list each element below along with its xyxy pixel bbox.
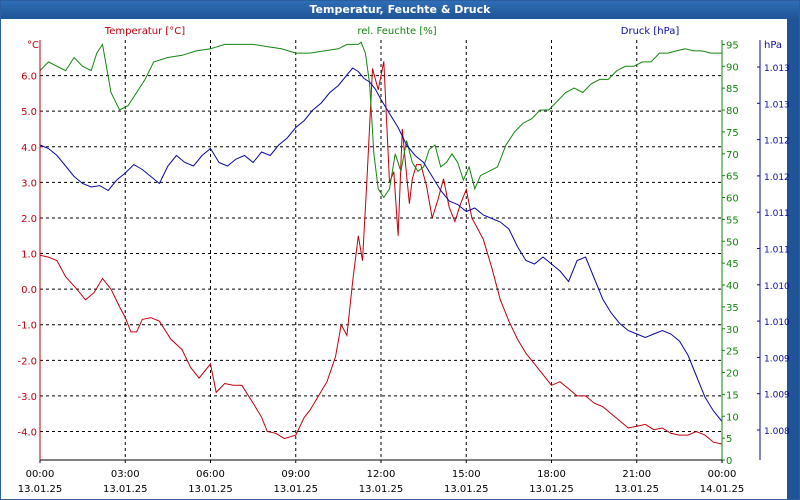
x-tick-date-label: 14.01.25 (700, 484, 745, 495)
humidity-tick-label: 45 (726, 259, 739, 270)
x-tick-date-label: 13.01.25 (18, 484, 63, 495)
pressure-tick-label: 1.012 (764, 173, 790, 183)
temperature-tick-label: 4.0 (21, 143, 37, 154)
pressure-tick-label: 1.011 (764, 209, 790, 219)
x-tick-date-label: 13.01.25 (273, 484, 318, 495)
x-tick-date-label: 13.01.25 (359, 484, 404, 495)
temperature-tick-label: -2.0 (17, 356, 37, 367)
x-tick-time-label: 00:00 (708, 469, 737, 480)
humidity-tick-label: 5 (726, 434, 732, 445)
humidity-tick-label: 35 (726, 303, 739, 314)
legend-temperature: Temperatur [°C] (104, 26, 185, 37)
temperature-tick-label: -1.0 (17, 321, 37, 332)
labels: 6.0 5.0 4.0 3.0 2.0 1.0 0.0 -1.0 -2.0 -3.0 -4.0 °C 9… (17, 26, 790, 495)
pressure-tick-label: 1.010 (764, 318, 790, 328)
humidity-tick-label: 10 (726, 412, 739, 423)
humidity-tick-label: 85 (726, 84, 739, 95)
humidity-tick-label: 75 (726, 128, 739, 139)
grid (40, 40, 723, 460)
x-tick-time-label: 00:00 (26, 469, 55, 480)
x-tick-time-label: 18:00 (537, 469, 566, 480)
pressure-series-line (39, 67, 723, 422)
temperature-unit-label: °C (27, 40, 39, 51)
humidity-tick-label: 95 (726, 40, 739, 51)
temperature-tick-label: 0.0 (21, 285, 37, 296)
x-tick-time-label: 12:00 (367, 469, 396, 480)
humidity-tick-label: 40 (726, 281, 739, 292)
window-right-frame (787, 19, 799, 499)
series-lines (39, 41, 723, 445)
temperature-tick-label: -3.0 (17, 392, 37, 403)
pressure-tick-label: 1.013 (764, 64, 790, 74)
humidity-tick-label: 30 (726, 325, 739, 336)
x-tick-time-label: 06:00 (196, 469, 225, 480)
x-tick-time-label: 03:00 (111, 469, 140, 480)
temperature-tick-label: 3.0 (21, 178, 37, 189)
x-tick-date-label: 13.01.25 (188, 484, 233, 495)
humidity-tick-label: 20 (726, 369, 739, 380)
x-tick-time-label: 21:00 (622, 469, 651, 480)
x-tick-date-label: 13.01.25 (444, 484, 489, 495)
humidity-tick-label: 65 (726, 172, 739, 183)
humidity-tick-label: 70 (726, 150, 739, 161)
humidity-tick-label: 60 (726, 194, 739, 205)
x-tick-time-label: 09:00 (281, 469, 310, 480)
temperature-tick-label: 6.0 (21, 72, 37, 83)
humidity-tick-label: 0 (726, 456, 732, 467)
humidity-series-line (39, 41, 722, 199)
humidity-tick-label: 50 (726, 237, 739, 248)
x-tick-date-label: 13.01.25 (103, 484, 148, 495)
temperature-tick-label: 2.0 (21, 214, 37, 225)
temperature-tick-label: 5.0 (21, 107, 37, 118)
legend-humidity: rel. Feuchte [%] (357, 26, 436, 37)
x-tick-date-label: 13.01.25 (614, 484, 659, 495)
pressure-tick-label: 1.011 (764, 246, 790, 256)
x-tick-time-label: 15:00 (452, 469, 481, 480)
humidity-tick-label: 25 (726, 347, 739, 358)
axes (39, 40, 761, 463)
temperature-tick-label: 1.0 (21, 250, 37, 261)
x-tick-date-label: 13.01.25 (529, 484, 574, 495)
humidity-tick-label: 90 (726, 62, 739, 73)
pressure-tick-label: 1.008 (764, 427, 790, 437)
pressure-tick-label: 1.013 (764, 100, 790, 110)
humidity-tick-label: 80 (726, 106, 739, 117)
legend-pressure: Druck [hPa] (621, 26, 680, 37)
pressure-tick-label: 1.010 (764, 282, 790, 292)
pressure-tick-label: 1.009 (764, 391, 790, 401)
pressure-tick-label: 1.012 (764, 137, 790, 147)
temperature-tick-label: -4.0 (17, 428, 37, 439)
humidity-tick-label: 55 (726, 215, 739, 226)
pressure-tick-label: 1.009 (764, 354, 790, 364)
window-title: Temperatur, Feuchte & Druck (1, 1, 799, 19)
pressure-unit-label: hPa (764, 40, 782, 51)
humidity-tick-label: 15 (726, 390, 739, 401)
